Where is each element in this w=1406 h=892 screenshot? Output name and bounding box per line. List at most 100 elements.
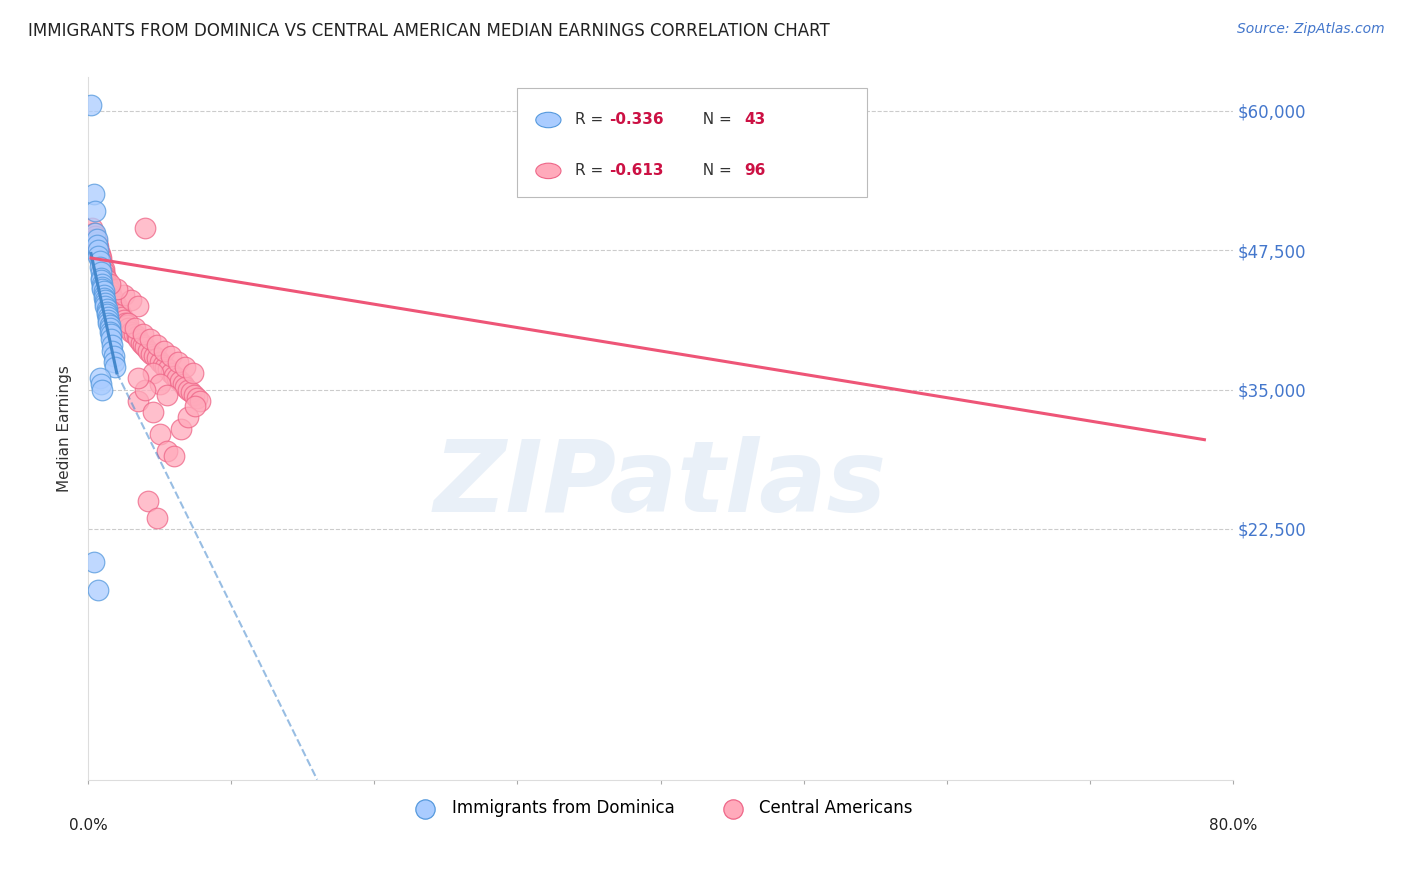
Point (86, 237, 108, 252)
Point (146, 338, 169, 352)
Point (136, 494, 159, 508)
Point (186, 392, 208, 406)
Text: N =: N = (693, 112, 737, 128)
Point (166, 371, 188, 385)
Point (125, 329, 148, 343)
Point (108, 304, 131, 318)
Point (93, 287, 115, 301)
Point (134, 340, 156, 354)
Point (94, 299, 117, 313)
Point (93, 285, 115, 299)
Point (97, 280, 120, 294)
Point (98, 321, 121, 335)
Point (90, 376, 112, 391)
Point (115, 318, 138, 332)
Y-axis label: Median Earnings: Median Earnings (58, 365, 72, 492)
Point (96, 304, 118, 318)
Point (105, 299, 128, 313)
Point (104, 360, 127, 375)
Point (160, 349, 183, 363)
Point (183, 388, 205, 402)
Point (104, 295, 127, 310)
Point (134, 383, 156, 397)
Legend: Immigrants from Dominica, Central Americans: Immigrants from Dominica, Central Americ… (402, 793, 920, 824)
Text: N =: N = (693, 163, 737, 178)
Text: 80.0%: 80.0% (1209, 818, 1257, 833)
Point (170, 421, 193, 435)
Point (101, 343, 124, 358)
Point (97, 310, 120, 324)
Point (96, 302, 118, 317)
Point (127, 332, 149, 346)
Point (127, 371, 149, 385)
Point (120, 325, 142, 339)
Point (84, 227, 107, 241)
Point (174, 380, 197, 394)
Text: Source: ZipAtlas.com: Source: ZipAtlas.com (1237, 22, 1385, 37)
Point (146, 510, 169, 524)
Point (188, 393, 211, 408)
Point (117, 321, 139, 335)
Point (181, 366, 204, 380)
Point (86, 235, 108, 250)
Point (87, 249, 110, 263)
Point (91, 282, 114, 296)
Point (103, 354, 125, 368)
Point (94, 293, 117, 308)
Point (124, 321, 146, 335)
Point (138, 332, 160, 346)
Point (105, 282, 128, 296)
Point (142, 405, 165, 419)
Text: 0.0%: 0.0% (69, 818, 107, 833)
Point (97, 313, 120, 327)
Point (149, 376, 172, 391)
Point (100, 326, 122, 341)
Point (127, 299, 149, 313)
Point (134, 221, 156, 235)
Point (156, 388, 179, 402)
Text: ZIPatlas: ZIPatlas (434, 436, 887, 533)
Point (114, 316, 136, 330)
Point (111, 310, 134, 324)
Point (103, 293, 125, 308)
Point (136, 343, 159, 358)
Point (89, 371, 111, 385)
Point (167, 354, 190, 368)
Point (93, 291, 115, 305)
Circle shape (536, 163, 561, 178)
Point (87, 243, 110, 257)
Text: IMMIGRANTS FROM DOMINICA VS CENTRAL AMERICAN MEDIAN EARNINGS CORRELATION CHART: IMMIGRANTS FROM DOMINICA VS CENTRAL AMER… (28, 22, 830, 40)
Point (127, 393, 149, 408)
FancyBboxPatch shape (517, 88, 866, 197)
Point (86, 232, 108, 246)
Point (149, 354, 172, 368)
Point (98, 277, 121, 291)
Text: R =: R = (575, 163, 607, 178)
Point (160, 366, 183, 380)
Point (117, 316, 139, 330)
Point (84, 232, 107, 246)
Point (100, 332, 122, 346)
Text: -0.613: -0.613 (609, 163, 664, 178)
Point (122, 326, 145, 341)
Point (143, 349, 166, 363)
Point (94, 295, 117, 310)
Point (97, 316, 120, 330)
Point (86, 237, 108, 252)
Point (91, 260, 114, 274)
Point (94, 268, 117, 283)
Point (98, 285, 121, 299)
Point (89, 254, 111, 268)
Point (131, 326, 153, 341)
Point (80, 98, 103, 112)
Point (149, 427, 172, 442)
Point (83, 227, 105, 241)
Point (107, 302, 129, 317)
Point (90, 271, 112, 285)
Point (156, 443, 179, 458)
Text: 96: 96 (744, 163, 765, 178)
Point (177, 383, 200, 397)
Point (172, 376, 194, 391)
Point (87, 240, 110, 254)
Point (91, 258, 114, 272)
